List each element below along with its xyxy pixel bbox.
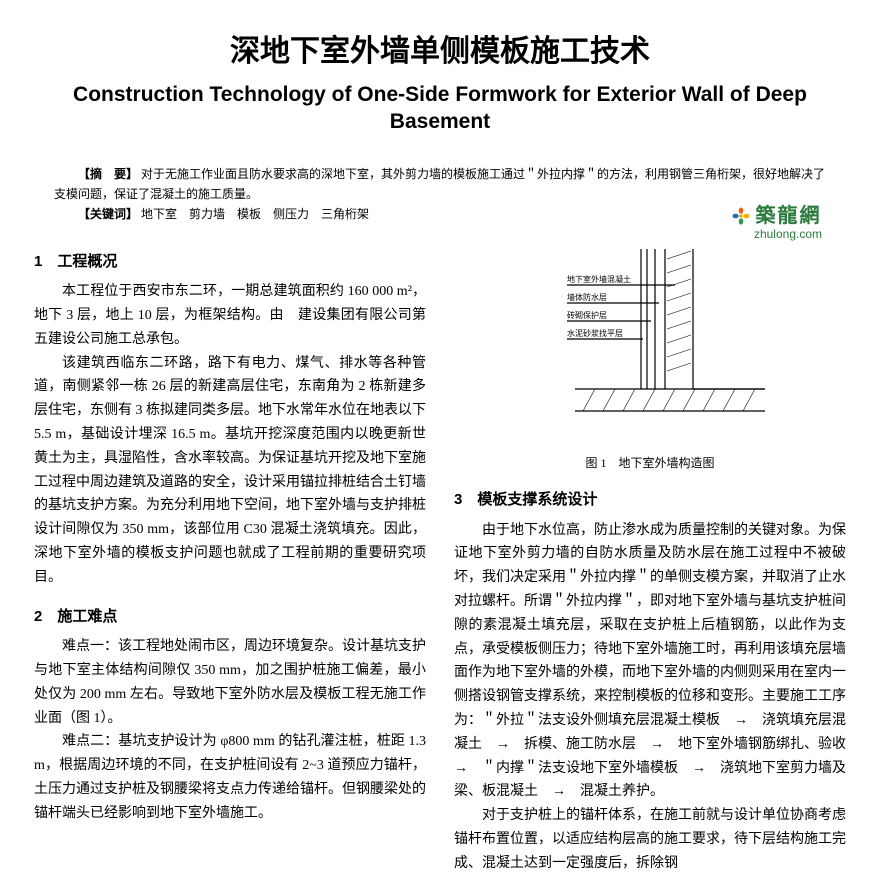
fig-label-a: 地下室外墙混凝土 [567, 274, 631, 284]
logo-url: zhulong.com [754, 227, 822, 241]
flower-icon [732, 207, 750, 225]
keywords-text: 地下室 剪力墙 模板 侧压力 三角桁架 [141, 207, 369, 221]
figure-1: 地下室外墙混凝土 墙体防水层 砖砌保护层 水泥砂浆找平层 图 1 地下室外墙构造… [515, 239, 785, 473]
sec2-p2: 难点二：基坑支护设计为 φ800 mm 的钻孔灌注桩，桩距 1.3 m，根据周边… [34, 730, 426, 825]
left-column: 1 工程概况 本工程位于西安市东二环，一期总建筑面积约 160 000 m²，地… [34, 235, 426, 876]
fig-label-c: 砖砌保护层 [567, 310, 607, 320]
keywords-label: 【关键词】 [78, 207, 138, 221]
title-en: Construction Technology of One-Side Form… [34, 81, 846, 136]
sec3-p1: 由于地下水位高，防止渗水成为质量控制的关键对象。为保证地下室外剪力墙的自防水质量… [454, 519, 846, 805]
abstract-label: 【摘 要】 [78, 167, 138, 181]
fig-label-b: 墙体防水层 [567, 292, 607, 302]
abstract-text: 对于无施工作业面且防水要求高的深地下室，其外剪力墙的模板施工通过＂外拉内撑＂的方… [54, 167, 825, 201]
section-3-heading: 3 模板支撑系统设计 [454, 487, 846, 513]
sec3-p2: 对于支护桩上的锚杆体系，在施工前就与设计单位协商考虑锚杆布置位置，以适应结构层高… [454, 804, 846, 875]
section-1-heading: 1 工程概况 [34, 249, 426, 275]
title-zh: 深地下室外墙单侧模板施工技术 [34, 26, 846, 77]
figure-1-caption: 图 1 地下室外墙构造图 [515, 453, 785, 473]
right-column: 地下室外墙混凝土 墙体防水层 砖砌保护层 水泥砂浆找平层 图 1 地下室外墙构造… [454, 235, 846, 876]
sec1-p2: 该建筑西临东二环路，路下有电力、煤气、排水等各种管道，南侧紧邻一栋 26 层的新… [34, 352, 426, 590]
fig-label-d: 水泥砂浆找平层 [567, 328, 623, 338]
sec1-p1: 本工程位于西安市东二环，一期总建筑面积约 160 000 m²，地下 3 层，地… [34, 280, 426, 351]
section-2-heading: 2 施工难点 [34, 604, 426, 630]
sec2-p1: 难点一：该工程地处闹市区，周边环境复杂。设计基坑支护与地下室主体结构间隙仅 35… [34, 635, 426, 730]
abstract-block: 【摘 要】 对于无施工作业面且防水要求高的深地下室，其外剪力墙的模板施工通过＂外… [34, 164, 846, 225]
logo-text-cn: 築龍網 [755, 205, 821, 227]
site-logo: 築龍網 zhulong.com [732, 205, 822, 242]
